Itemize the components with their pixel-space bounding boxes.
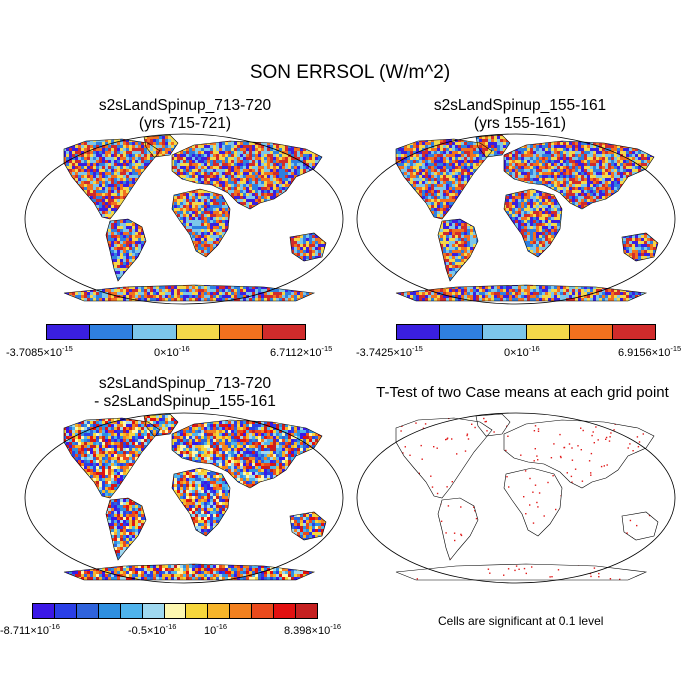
colorbar-swatch bbox=[47, 325, 91, 339]
continent-samerica bbox=[437, 218, 479, 282]
panel-a-tick-mid: 0×10-16 bbox=[154, 344, 190, 359]
continent-greenland bbox=[143, 413, 179, 437]
colorbar-swatch bbox=[296, 604, 317, 618]
panel-c-tick-2: -0.5×10-16 bbox=[128, 622, 177, 637]
panel-c-tick-max: 8.398×10-16 bbox=[284, 622, 342, 637]
panel-b-tick-min: -3.7425×10-15 bbox=[356, 344, 423, 359]
continent-namerica bbox=[63, 138, 161, 220]
colorbar-swatch bbox=[90, 325, 134, 339]
continent-namerica bbox=[63, 417, 161, 499]
continent-greenland bbox=[475, 134, 511, 158]
panel-a-map bbox=[24, 133, 344, 305]
panel-a-tick-max: 6.7112×10-15 bbox=[270, 344, 333, 359]
colorbar-swatch bbox=[612, 325, 656, 339]
continent-eurasia bbox=[503, 419, 655, 489]
figure-title: SON ERRSOL (W/m^2) bbox=[249, 62, 451, 83]
continent-africa bbox=[171, 467, 231, 537]
panel-d-title: T-Test of two Case means at each grid po… bbox=[350, 384, 695, 402]
continent-samerica bbox=[437, 497, 479, 561]
colorbar-swatch bbox=[569, 325, 613, 339]
colorbar-swatch bbox=[262, 325, 306, 339]
colorbar-swatch bbox=[440, 325, 484, 339]
colorbar-swatch bbox=[252, 604, 275, 618]
colorbar-swatch bbox=[33, 604, 55, 618]
map-boundary bbox=[24, 133, 344, 305]
panel-b-title-line-2: (yrs 155-161) bbox=[473, 115, 567, 132]
panel-c-tick-3: 10-16 bbox=[204, 622, 228, 637]
panel-b-colorbar bbox=[396, 324, 656, 340]
continent-namerica bbox=[395, 417, 493, 499]
colorbar-swatch bbox=[142, 604, 165, 618]
panel-d-map bbox=[356, 412, 676, 584]
continent-greenland bbox=[475, 413, 511, 437]
continent-greenland bbox=[143, 134, 179, 158]
panel-a-colorbar bbox=[46, 324, 306, 340]
panel-a-tick-min: -3.7085×10-15 bbox=[6, 344, 73, 359]
colorbar-swatch bbox=[230, 604, 253, 618]
continent-australia bbox=[621, 511, 659, 541]
colorbar-swatch bbox=[176, 325, 220, 339]
colorbar-swatch bbox=[76, 604, 99, 618]
panel-a-title: s2sLandSpinup_713-720 (yrs 715-721) bbox=[20, 97, 350, 133]
continent-africa bbox=[171, 188, 231, 258]
panel-c-title: s2sLandSpinup_713-720 - s2sLandSpinup_15… bbox=[20, 375, 350, 411]
colorbar-swatch bbox=[186, 604, 209, 618]
panel-c-colorbar bbox=[32, 603, 318, 619]
colorbar-swatch bbox=[208, 604, 231, 618]
panel-b-map bbox=[356, 133, 676, 305]
panel-c-title-line-2: - s2sLandSpinup_155-161 bbox=[94, 393, 276, 410]
continent-australia bbox=[621, 232, 659, 262]
colorbar-swatch bbox=[483, 325, 527, 339]
continent-africa bbox=[503, 188, 563, 258]
coastlines bbox=[63, 134, 327, 302]
panel-c-map bbox=[24, 412, 344, 584]
coastlines bbox=[395, 134, 659, 302]
panel-c-title-line-1: s2sLandSpinup_713-720 bbox=[98, 375, 272, 392]
panel-a-title-line-2: (yrs 715-721) bbox=[138, 115, 232, 132]
panel-c-tick-min: -8.711×10-16 bbox=[0, 622, 60, 637]
map-boundary bbox=[356, 412, 676, 584]
colorbar-swatch bbox=[219, 325, 263, 339]
continent-eurasia bbox=[171, 140, 323, 210]
continent-australia bbox=[289, 232, 327, 262]
continent-eurasia bbox=[171, 419, 323, 489]
continent-namerica bbox=[395, 138, 493, 220]
panel-d-note: Cells are significant at 0.1 level bbox=[438, 614, 604, 628]
continent-antarctica bbox=[395, 284, 648, 302]
continent-antarctica bbox=[395, 563, 648, 581]
colorbar-swatch bbox=[133, 325, 177, 339]
colorbar-swatch bbox=[397, 325, 441, 339]
continent-samerica bbox=[105, 497, 147, 561]
colorbar-swatch bbox=[120, 604, 143, 618]
continent-samerica bbox=[105, 218, 147, 282]
panel-a-title-line-1: s2sLandSpinup_713-720 bbox=[98, 97, 272, 114]
colorbar-swatch bbox=[54, 604, 77, 618]
panel-d-title-line-1: T-Test of two Case means at each grid po… bbox=[376, 384, 669, 401]
continent-eurasia bbox=[503, 140, 655, 210]
continent-africa bbox=[503, 467, 563, 537]
coastlines bbox=[63, 413, 327, 581]
panel-b-tick-mid: 0×10-16 bbox=[504, 344, 540, 359]
panel-b-title-line-1: s2sLandSpinup_155-161 bbox=[433, 97, 607, 114]
colorbar-swatch bbox=[526, 325, 570, 339]
continent-antarctica bbox=[63, 284, 316, 302]
map-boundary bbox=[24, 412, 344, 584]
panel-b-title: s2sLandSpinup_155-161 (yrs 155-161) bbox=[355, 97, 685, 133]
continent-australia bbox=[289, 511, 327, 541]
map-boundary bbox=[356, 133, 676, 305]
coastlines bbox=[395, 413, 659, 581]
panel-b-tick-max: 6.9156×10-15 bbox=[618, 344, 682, 359]
colorbar-swatch bbox=[98, 604, 121, 618]
colorbar-swatch bbox=[164, 604, 187, 618]
continent-antarctica bbox=[63, 563, 316, 581]
colorbar-swatch bbox=[274, 604, 297, 618]
